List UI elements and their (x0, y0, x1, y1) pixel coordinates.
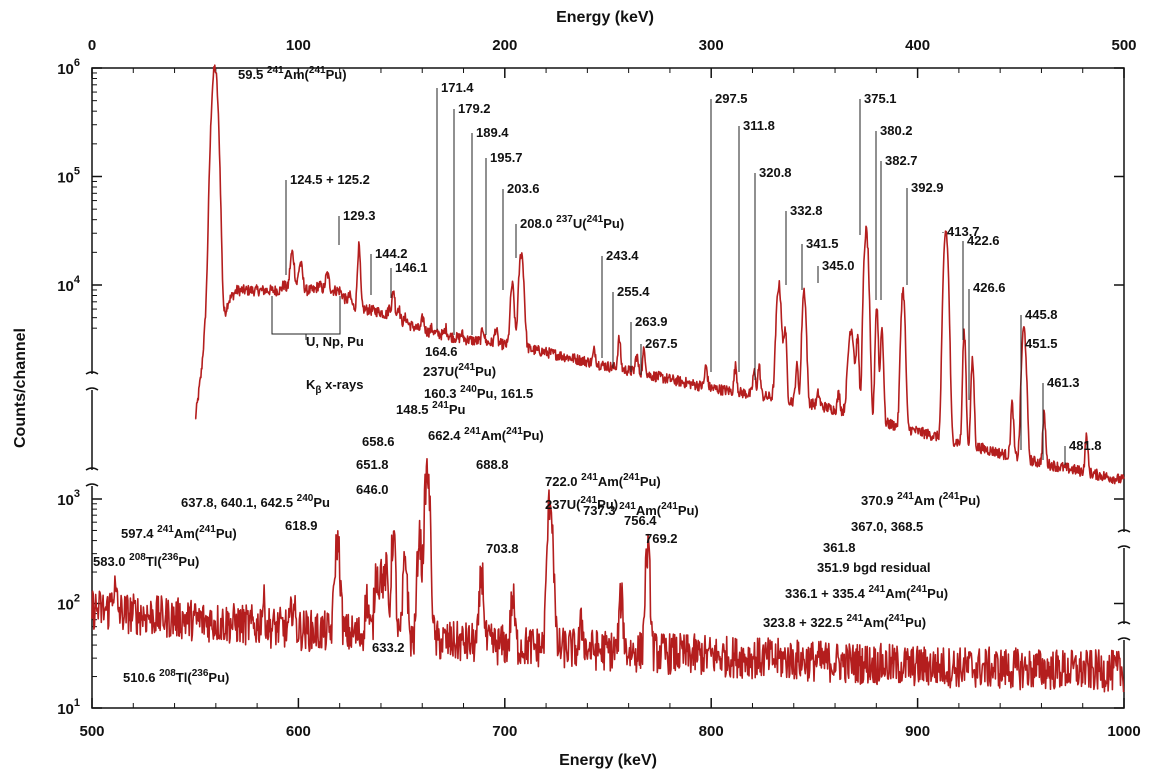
bottom-tick-label-2: 700 (492, 723, 517, 740)
peak-label-19: 341.5 (806, 236, 839, 251)
peak-label-14: 267.5 (645, 336, 678, 351)
top-tick-label-1: 100 (286, 37, 311, 54)
upper-y-tick-label-0: 104 (57, 274, 81, 295)
top-tick-label-0: 0 (88, 37, 96, 54)
peak-label-7: 189.4 (476, 125, 509, 140)
top-tick-label-3: 300 (699, 37, 724, 54)
peak-label-29: 451.5 (1025, 336, 1058, 351)
peak-label-13: 263.9 (635, 314, 668, 329)
peak-label-10: 208.0 237U(241Pu) (520, 214, 624, 231)
y-axis-title: Counts/channel (12, 328, 29, 448)
peak-label-48: 637.8, 640.1, 642.5 240Pu (181, 493, 330, 510)
peak-label-52: 688.8 (476, 457, 509, 472)
peak-label-11: 243.4 (606, 248, 639, 263)
peak-label-38: 370.9 241Am (241Pu) (861, 491, 980, 508)
peak-label-0: 59.5 241Am(241Pu) (238, 65, 347, 82)
peak-label-18: 332.8 (790, 203, 823, 218)
peak-label-5: 171.4 (441, 80, 474, 95)
peak-label-56: 737.3 241Am(241Pu) (583, 501, 699, 518)
peak-label-37: 148.5 241Pu (396, 400, 466, 417)
peak-label-32: U, Np, Pu (306, 334, 364, 349)
peak-label-60: 633.2 (372, 640, 405, 655)
peak-label-2: 129.3 (343, 208, 376, 223)
bottom-axis-title: Energy (keV) (559, 752, 657, 769)
right-axis-break-upper-gap (1118, 532, 1130, 548)
peak-label-46: 651.8 (356, 457, 389, 472)
peak-label-54: 722.0 241Am(241Pu) (545, 472, 661, 489)
peak-label-1: 124.5 + 125.2 (290, 172, 370, 187)
top-tick-label-5: 500 (1111, 37, 1136, 54)
top-tick-label-2: 200 (492, 37, 517, 54)
peak-label-45: 658.6 (362, 434, 395, 449)
upper-y-tick-label-1: 105 (57, 166, 80, 187)
top-axis-title: Energy (keV) (556, 9, 654, 26)
trace-0-500-kev (194, 64, 1125, 485)
peak-label-3: 144.2 (375, 246, 408, 261)
kbeta-bracket (271, 296, 341, 335)
series-layer (91, 64, 1125, 693)
axes-layer: 0 100 200 300 400 500 500 600 700 800 900 1000 104 10… (57, 37, 1141, 740)
peak-label-30: 461.3 (1047, 375, 1080, 390)
peak-label-41: 351.9 bgd residual (817, 560, 930, 575)
peak-label-4: 146.1 (395, 260, 428, 275)
peak-label-24: 392.9 (911, 180, 944, 195)
peak-label-43: 323.8 + 322.5 241Am(241Pu) (763, 613, 926, 630)
bottom-tick-label-3: 800 (699, 723, 724, 740)
peak-label-17: 320.8 (759, 165, 792, 180)
left-axis-break-upper (85, 371, 99, 391)
bottom-tick-label-1: 600 (286, 723, 311, 740)
peak-label-20: 345.0 (822, 258, 855, 273)
left-axis-break-lower (85, 467, 99, 487)
peak-label-33: Kβ x-rays (306, 377, 363, 396)
peak-label-57: 756.4 (624, 513, 657, 528)
peak-label-51: 583.0 208Tl(236Pu) (93, 552, 199, 569)
peak-label-40: 361.8 (823, 540, 856, 555)
peak-label-42: 336.1 + 335.4 241Am(241Pu) (785, 584, 948, 601)
peak-label-8: 195.7 (490, 150, 523, 165)
peak-label-9: 203.6 (507, 181, 540, 196)
peak-label-31: 481.8 (1069, 438, 1102, 453)
peak-label-55: 237U(241Pu) (545, 495, 618, 512)
peak-label-6: 179.2 (458, 101, 491, 116)
upper-y-tick-label-2: 106 (57, 57, 80, 78)
peak-label-21: 375.1 (864, 91, 897, 106)
peak-label-27: 426.6 (973, 280, 1006, 295)
bottom-tick-label-0: 500 (79, 723, 104, 740)
lower-y-tick-label-2: 103 (57, 488, 80, 509)
peak-label-39: 367.0, 368.5 (851, 519, 923, 534)
peak-label-12: 255.4 (617, 284, 650, 299)
peak-label-44: 662.4 241Am(241Pu) (428, 426, 544, 443)
left-axis-break-upper-gap (86, 374, 98, 390)
peak-label-15: 297.5 (715, 91, 748, 106)
peak-label-49: 597.4 241Am(241Pu) (121, 524, 237, 541)
peak-labels: 59.5 241Am(241Pu) 124.5 + 125.2 129.3 144.2… (93, 65, 1102, 685)
peak-label-22: 380.2 (880, 123, 913, 138)
peak-label-47: 646.0 (356, 482, 389, 497)
peak-label-35: 237U(241Pu) (423, 362, 496, 379)
trace-500-1000-kev (91, 458, 1125, 693)
peak-label-23: 382.7 (885, 153, 918, 168)
peak-label-16: 311.8 (743, 118, 775, 133)
peak-label-50: 618.9 (285, 518, 318, 533)
left-axis-break-lower-gap (86, 470, 98, 486)
bottom-tick-label-4: 900 (905, 723, 930, 740)
peak-label-25: 413.7 (947, 224, 980, 239)
right-axis-break-lower (1117, 621, 1131, 641)
right-axis-break-upper (1117, 529, 1131, 549)
top-tick-label-4: 400 (905, 37, 930, 54)
leader-lines (271, 88, 1066, 465)
right-axis-break-lower-gap (1118, 624, 1130, 640)
peak-label-53: 703.8 (486, 541, 519, 556)
lower-y-tick-label-0: 101 (57, 697, 80, 718)
peak-label-34: 164.6 (425, 344, 458, 359)
peak-label-28: 445.8 (1025, 307, 1058, 322)
peak-label-26: 422.6 (967, 233, 1000, 248)
peak-label-36: 160.3 240Pu, 161.5 (424, 384, 533, 401)
bottom-tick-label-5: 1000 (1107, 723, 1140, 740)
lower-y-tick-label-1: 102 (57, 593, 80, 614)
peak-label-58: 769.2 (645, 531, 678, 546)
peak-label-59: 510.6 208Tl(236Pu) (123, 668, 229, 685)
